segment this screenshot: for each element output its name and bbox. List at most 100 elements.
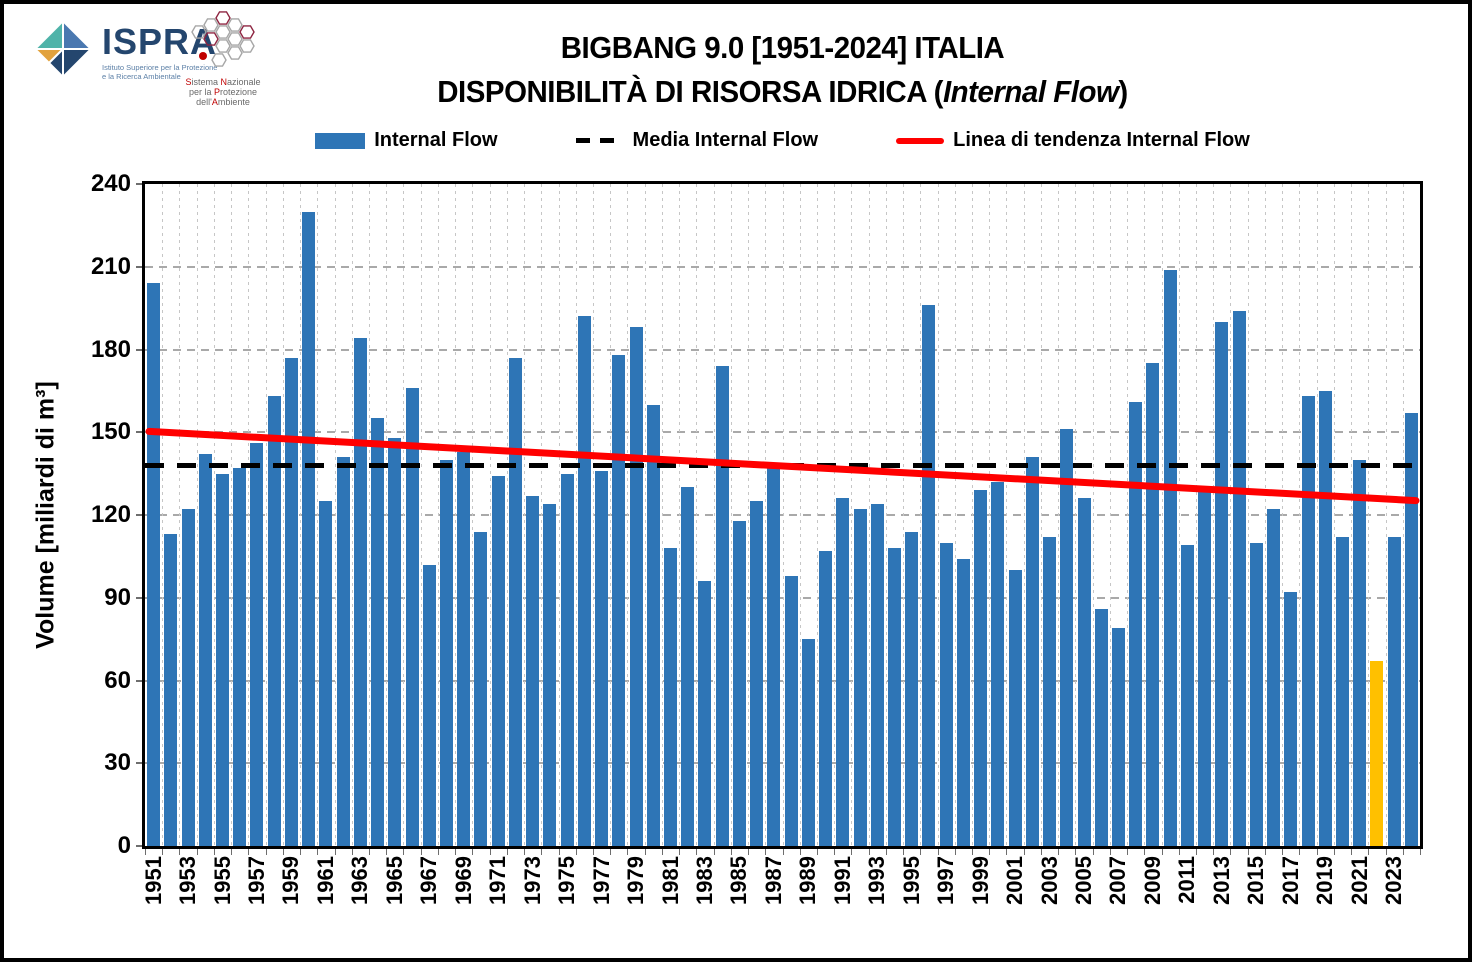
bar-2022 (1370, 661, 1384, 846)
bar-1957 (250, 443, 264, 846)
v-gridline (248, 184, 250, 846)
trend-line (145, 427, 1420, 505)
x-tick-label: 1983 (691, 856, 717, 905)
x-tick-mark (368, 849, 370, 855)
x-tick-mark (575, 849, 577, 855)
v-gridline (1092, 184, 1094, 846)
bar-1977 (595, 470, 609, 846)
bar-1967 (422, 564, 436, 846)
v-gridline (1247, 184, 1249, 846)
bar-1987 (767, 468, 781, 846)
v-gridline (851, 184, 853, 846)
x-tick-label: 1997 (933, 856, 959, 905)
x-tick-mark (386, 849, 388, 855)
x-tick-mark (834, 849, 836, 855)
x-tick-mark (334, 849, 336, 855)
bar-1971 (491, 476, 505, 846)
v-gridline (300, 184, 302, 846)
x-tick-mark (1351, 849, 1353, 855)
v-gridline (989, 184, 991, 846)
x-tick-mark (1092, 849, 1094, 855)
snpa-text: Sistema Nazionale per la Protezione dell'A… (185, 77, 261, 107)
x-tick-mark (1299, 849, 1301, 855)
v-gridline (1282, 184, 1284, 846)
v-gridline (1402, 184, 1404, 846)
v-gridline (368, 184, 370, 846)
bar-1989 (801, 639, 815, 846)
x-tick-label: 1971 (485, 856, 511, 905)
x-tick-mark (472, 849, 474, 855)
x-tick-label: 2007 (1105, 856, 1131, 905)
x-tick-label: 1999 (967, 856, 993, 905)
bar-1953 (181, 509, 195, 846)
ispra-logo: ISPRA Istituto Superiore per la Protezio… (34, 20, 217, 81)
legend-label: Media Internal Flow (632, 129, 819, 151)
v-gridline (196, 184, 198, 846)
v-gridline (420, 184, 422, 846)
x-tick-label: 2013 (1208, 856, 1234, 905)
x-tick-mark (351, 849, 353, 855)
v-gridline (1333, 184, 1335, 846)
y-tick-label: 240 (90, 170, 131, 197)
x-tick-mark (713, 849, 715, 855)
bar-2020 (1335, 537, 1349, 846)
v-gridline (834, 184, 836, 846)
ispra-emblem-icon (34, 20, 92, 78)
bar-1990 (819, 550, 833, 846)
x-tick-mark (248, 849, 250, 855)
bar-1965 (388, 437, 402, 846)
v-gridline (1161, 184, 1163, 846)
v-gridline (1213, 184, 1215, 846)
bar-2012 (1198, 487, 1212, 846)
x-tick-label: 1973 (519, 856, 545, 905)
x-tick-mark (1040, 849, 1042, 855)
x-tick-label: 1977 (588, 856, 614, 905)
trend-line-swatch-icon (896, 137, 945, 144)
x-tick-mark (920, 849, 922, 855)
bar-2008 (1129, 401, 1143, 846)
x-tick-mark (903, 849, 905, 855)
y-tick-label: 60 (104, 666, 131, 694)
bar-1996 (922, 305, 936, 846)
bar-2018 (1301, 396, 1315, 846)
x-tick-mark (679, 849, 681, 855)
x-tick-mark (610, 849, 612, 855)
bar-2016 (1267, 509, 1281, 846)
x-tick-mark (644, 849, 646, 855)
v-gridline (679, 184, 681, 846)
x-tick-label: 1955 (209, 856, 235, 905)
bar-2011 (1180, 545, 1194, 846)
x-tick-label: 1965 (381, 856, 407, 905)
v-gridline (1196, 184, 1197, 846)
v-gridline (1127, 184, 1129, 846)
bar-2021 (1353, 459, 1367, 846)
v-gridline (748, 184, 750, 846)
v-gridline (1040, 184, 1042, 846)
bar-1991 (836, 498, 850, 846)
y-tick-mark (136, 679, 144, 682)
bar-1960 (302, 211, 316, 846)
bar-1964 (371, 418, 385, 846)
bar-1951 (147, 283, 161, 846)
v-gridline (1299, 184, 1301, 846)
bar-2015 (1249, 542, 1263, 846)
bar-2023 (1387, 537, 1401, 846)
v-gridline (920, 184, 922, 846)
bar-1998 (956, 559, 970, 846)
x-tick-mark (1109, 849, 1111, 855)
bar-1983 (698, 581, 712, 846)
v-gridline (162, 184, 164, 846)
y-tick-label: 120 (90, 501, 131, 528)
v-gridline (903, 184, 905, 846)
v-gridline (1178, 184, 1180, 846)
v-gridline (282, 184, 284, 846)
v-gridline (437, 184, 439, 846)
v-gridline (455, 184, 457, 846)
bar-1958 (267, 396, 281, 846)
x-tick-mark (972, 849, 974, 855)
x-tick-mark (1333, 849, 1335, 855)
v-gridline (610, 184, 612, 846)
x-tick-mark (213, 849, 215, 855)
bar-1993 (870, 503, 884, 846)
